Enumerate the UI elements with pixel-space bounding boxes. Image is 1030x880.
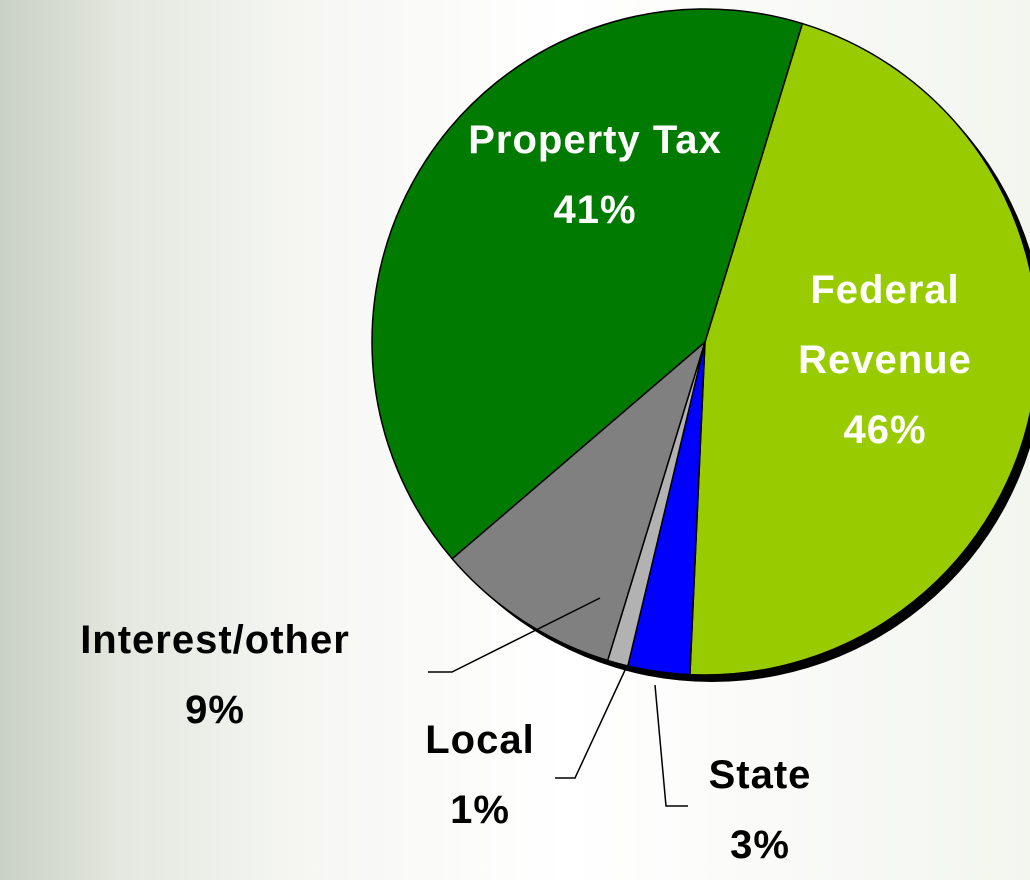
value-label: 1% (450, 788, 510, 832)
pie-slice (689, 22, 1030, 676)
value-label: 46% (843, 408, 927, 452)
value-label: 9% (185, 688, 245, 732)
category-label: Interest/other (80, 618, 350, 662)
pie-slice (371, 8, 804, 560)
value-label: 41% (553, 188, 637, 232)
leader-line (555, 667, 627, 779)
category-label: Federal Revenue (798, 268, 972, 382)
leader-lines (428, 597, 688, 807)
leader-line (654, 684, 688, 807)
category-label: Local (425, 718, 535, 762)
leader-line (428, 597, 601, 673)
pie (371, 8, 1030, 682)
category-label: State (708, 753, 812, 797)
category-label: Property Tax (468, 118, 722, 162)
value-label: 3% (730, 823, 790, 867)
pie-slice (451, 339, 707, 662)
